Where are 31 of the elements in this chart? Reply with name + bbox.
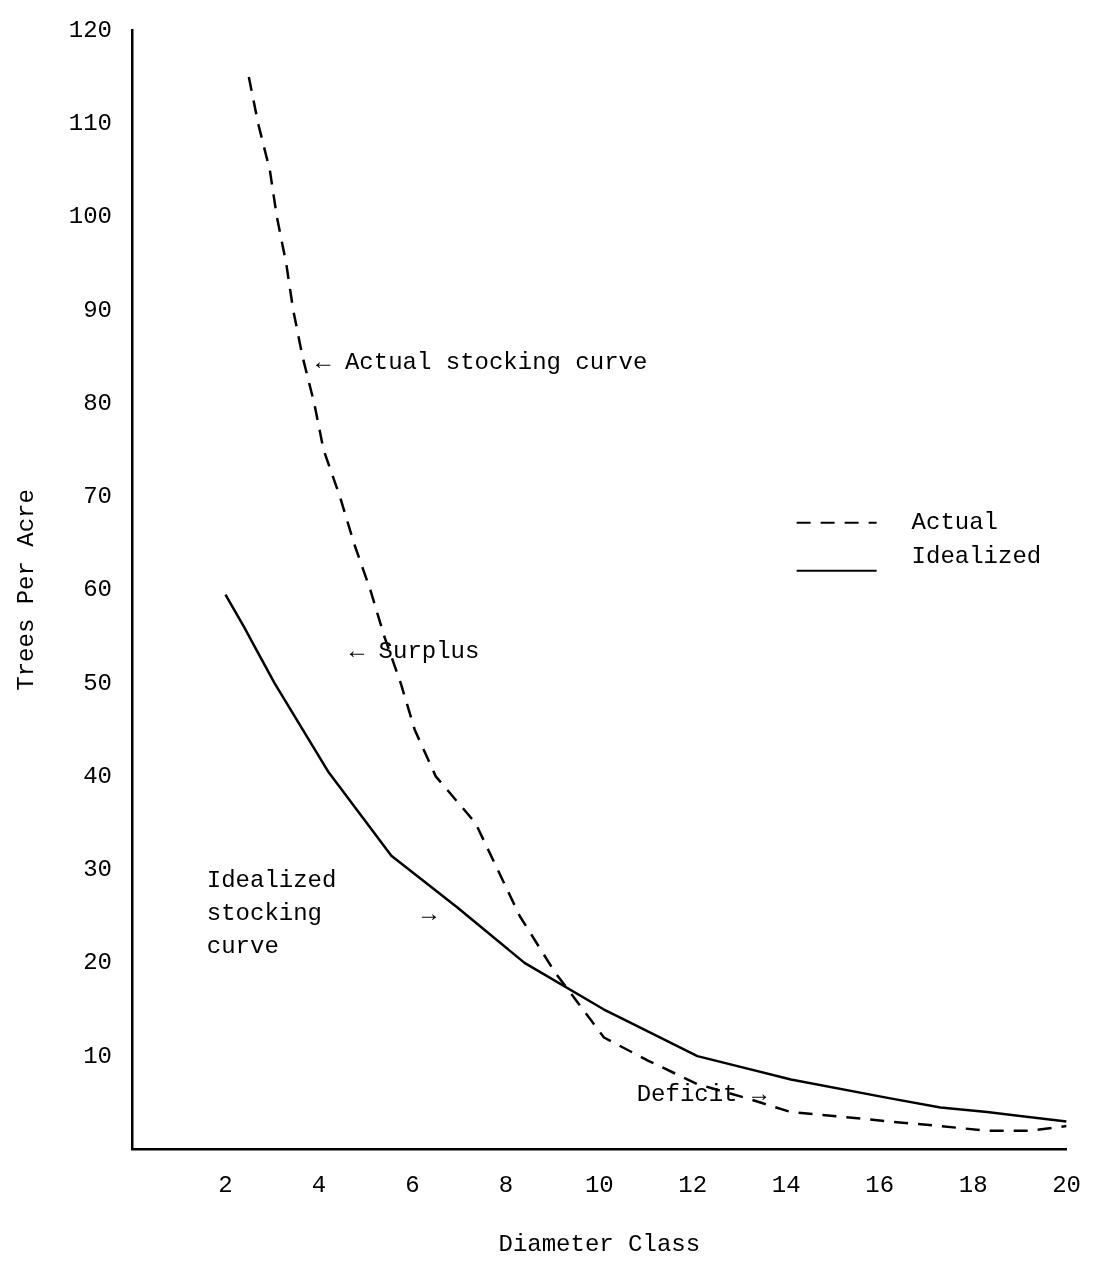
x-tick-label: 16: [865, 1172, 895, 1200]
x-tick-label: 4: [311, 1172, 327, 1200]
x-tick-label: 14: [771, 1172, 801, 1200]
legend-label: Actual: [911, 509, 999, 537]
x-axis-title: Diameter Class: [498, 1230, 701, 1258]
annotation: ← Surplus: [349, 637, 480, 665]
y-tick-label: 50: [83, 669, 113, 697]
y-tick-label: 80: [83, 389, 113, 417]
x-tick-label: 8: [498, 1172, 514, 1200]
x-tick-label: 6: [405, 1172, 420, 1200]
y-tick-label: 30: [83, 856, 113, 884]
legend-label: Idealized: [911, 543, 1042, 571]
y-tick-label: 10: [83, 1042, 113, 1070]
y-tick-label: 40: [83, 762, 113, 790]
x-tick-label: 18: [958, 1172, 988, 1200]
y-tick-label: 70: [83, 483, 113, 511]
y-tick-label: 110: [68, 110, 113, 138]
x-tick-label: 20: [1052, 1172, 1081, 1200]
x-tick-label: 10: [584, 1172, 614, 1200]
x-tick-label: 12: [678, 1172, 708, 1200]
y-tick-label: 20: [83, 949, 113, 977]
y-tick-label: 60: [83, 576, 113, 604]
annotation: →: [421, 900, 437, 928]
annotation: Deficit →: [636, 1080, 767, 1108]
annotation: ← Actual stocking curve: [316, 349, 648, 377]
y-axis-title: Trees Per Acre: [12, 489, 40, 691]
annotation: Idealized stocking curve: [206, 867, 337, 961]
y-tick-label: 120: [68, 16, 113, 44]
x-tick-label: 2: [218, 1172, 233, 1200]
y-tick-label: 100: [68, 203, 113, 231]
y-tick-label: 90: [83, 296, 113, 324]
